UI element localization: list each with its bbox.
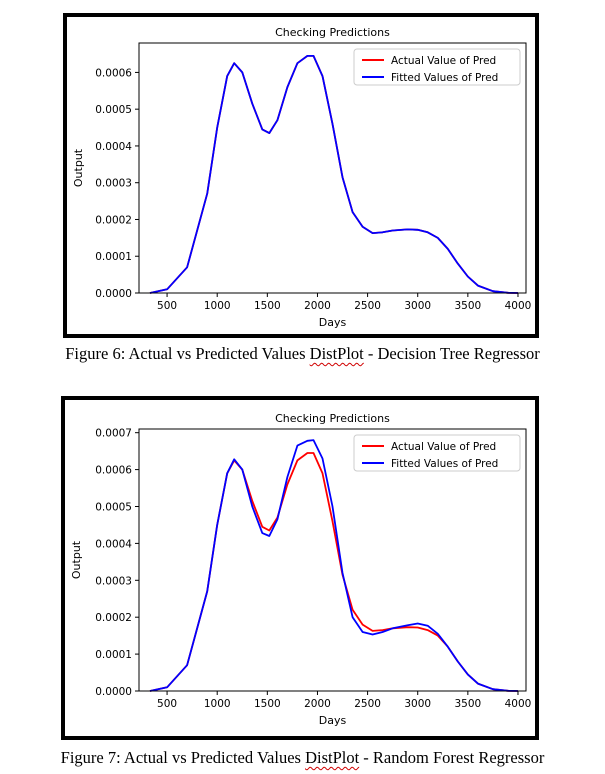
x-axis-label: Days xyxy=(319,316,347,329)
y-tick-label: 0.0000 xyxy=(95,686,132,698)
legend-box xyxy=(353,48,521,86)
legend-label: Actual Value of Pred xyxy=(391,55,496,67)
caption-distplot: DistPlot xyxy=(309,344,364,363)
x-tick-label: 2000 xyxy=(304,300,331,312)
x-tick-label: 3500 xyxy=(454,300,481,312)
x-tick-label: 3000 xyxy=(404,698,431,710)
x-tick-label: 1000 xyxy=(204,698,231,710)
caption-prefix: Figure 7: Actual vs Predicted Values xyxy=(60,748,306,767)
y-tick-label: 0.0007 xyxy=(95,428,132,440)
x-tick-label: 1500 xyxy=(254,698,281,710)
y-axis-label: Output xyxy=(72,148,85,187)
x-tick-label: 500 xyxy=(157,698,177,710)
y-tick-label: 0.0000 xyxy=(95,288,132,300)
series-line-actual xyxy=(149,55,519,294)
legend-label: Actual Value of Pred xyxy=(391,441,496,453)
x-tick-label: 500 xyxy=(157,300,177,312)
y-tick-label: 0.0004 xyxy=(95,141,132,153)
legend-box xyxy=(353,434,521,472)
x-tick-label: 2000 xyxy=(304,698,331,710)
caption-prefix: Figure 6: Actual vs Predicted Values xyxy=(65,344,310,363)
legend-label: Fitted Values of Pred xyxy=(391,72,498,84)
legend-label: Fitted Values of Pred xyxy=(391,458,498,470)
series-line-fitted xyxy=(149,439,519,692)
x-tick-label: 2500 xyxy=(354,698,381,710)
caption-suffix: - Decision Tree Regressor xyxy=(363,344,540,363)
x-tick-label: 1000 xyxy=(204,300,231,312)
y-tick-label: 0.0004 xyxy=(95,538,132,550)
chart-title: Checking Predictions xyxy=(275,412,390,425)
x-tick-label: 3000 xyxy=(404,300,431,312)
chart-svg-2: Checking Predictions 500 1000 1500 2000 2500 3… xyxy=(70,412,532,727)
y-tick-label: 0.0005 xyxy=(95,501,132,513)
plot-frame xyxy=(138,42,527,294)
chart-panel-1: Checking Predictions 500 1000 1500 2000 2500 3… xyxy=(63,13,539,338)
y-tick-label: 0.0006 xyxy=(95,67,132,79)
y-tick-label: 0.0005 xyxy=(95,104,132,116)
series-line-actual xyxy=(149,452,519,692)
y-tick-label: 0.0002 xyxy=(95,612,132,624)
y-tick-label: 0.0003 xyxy=(95,575,132,587)
series-line-fitted xyxy=(149,55,519,294)
x-tick-label: 3500 xyxy=(454,698,481,710)
x-axis-label: Days xyxy=(319,714,347,727)
chart-svg-1: Checking Predictions 500 1000 1500 2000 2500 3… xyxy=(72,26,532,329)
chart-title: Checking Predictions xyxy=(275,26,390,39)
caption-suffix: - Random Forest Regressor xyxy=(359,748,545,767)
y-tick-label: 0.0001 xyxy=(95,251,132,263)
x-tick-label: 1500 xyxy=(254,300,281,312)
figure-caption-2: Figure 7: Actual vs Predicted Values Dis… xyxy=(0,748,605,768)
chart-panel-2: Checking Predictions 500 1000 1500 2000 2500 3… xyxy=(61,396,539,740)
caption-distplot: DistPlot xyxy=(305,748,360,767)
x-tick-label: 4000 xyxy=(505,698,532,710)
x-tick-label: 2500 xyxy=(354,300,381,312)
y-tick-label: 0.0006 xyxy=(95,465,132,477)
y-tick-label: 0.0003 xyxy=(95,178,132,190)
y-axis-label: Output xyxy=(70,540,83,579)
figure-caption-1: Figure 6: Actual vs Predicted Values Dis… xyxy=(0,344,605,364)
plot-frame xyxy=(138,428,527,692)
y-tick-label: 0.0001 xyxy=(95,649,132,661)
x-tick-label: 4000 xyxy=(505,300,532,312)
y-tick-label: 0.0002 xyxy=(95,214,132,226)
